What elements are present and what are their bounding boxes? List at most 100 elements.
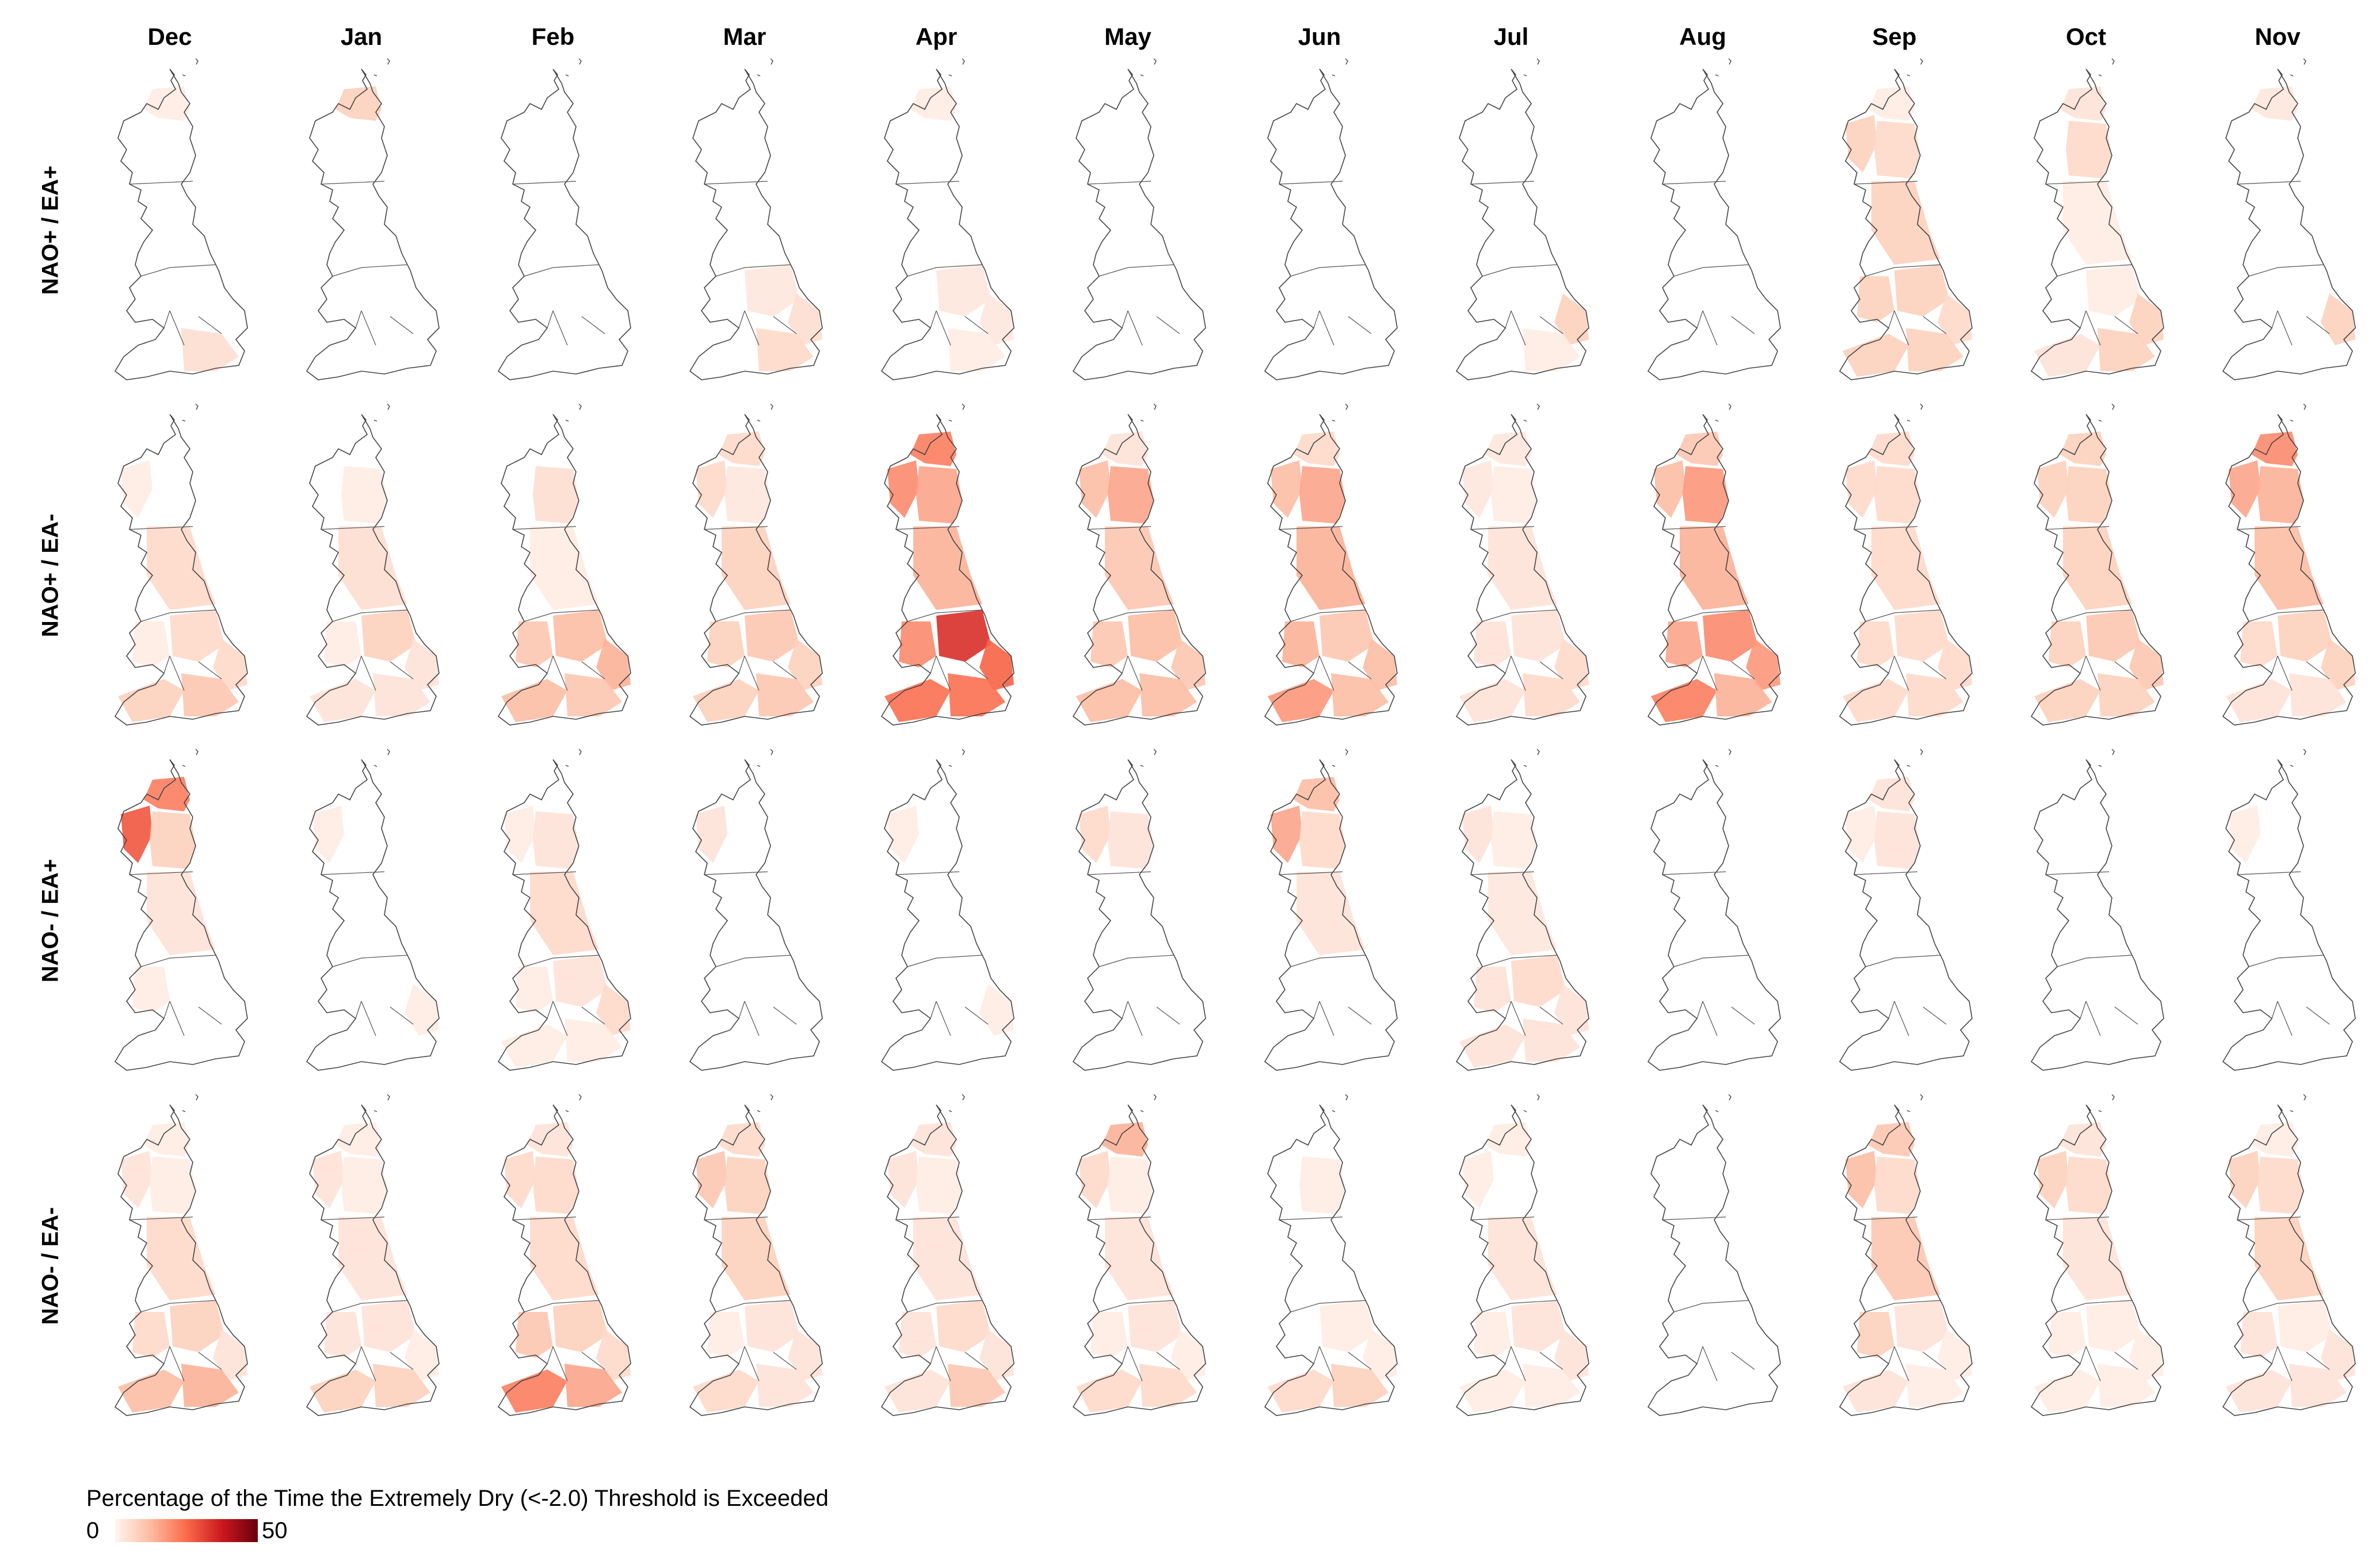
gb-map-feb-row3 — [467, 748, 639, 1093]
region-wales — [132, 1312, 170, 1358]
region-southeast-england — [1523, 673, 1580, 716]
month-header-nov: Nov — [2255, 23, 2301, 50]
region-west-scotland — [312, 806, 344, 863]
region-wales — [899, 621, 936, 667]
region-southwest-england — [1843, 334, 1909, 377]
gb-outline — [497, 68, 631, 380]
gb-map-nov-row3 — [2191, 748, 2364, 1093]
region-east-anglia — [979, 1329, 1014, 1381]
northern-isles — [1906, 58, 1923, 77]
region-southwest-england — [884, 679, 951, 722]
row-label-4: NAO- / EA- — [37, 1207, 63, 1325]
region-north-england — [1105, 1217, 1174, 1300]
region-north-england — [913, 1217, 982, 1300]
gb-map-nov-row2 — [2191, 403, 2364, 748]
gb-map-aug-row4 — [1616, 1093, 1789, 1439]
northern-isles — [1715, 403, 1732, 422]
region-southwest-england — [2226, 1369, 2292, 1413]
region-midlands — [745, 610, 799, 662]
northern-isles — [373, 58, 390, 77]
gb-outline — [880, 759, 1015, 1071]
region-east-scotland — [533, 466, 579, 524]
region-west-scotland — [887, 806, 919, 863]
region-borders — [2045, 181, 2138, 346]
region-east-anglia — [788, 639, 822, 690]
gb-outline — [1264, 414, 1398, 726]
region-southwest-england — [2226, 679, 2292, 722]
gb-map-sep-row3 — [1808, 748, 1981, 1093]
region-borders — [321, 871, 414, 1036]
region-southwest-england — [118, 679, 184, 722]
gb-map-mar-row3 — [658, 748, 831, 1093]
region-wales — [707, 621, 745, 667]
gb-map-mar-row4 — [658, 1093, 831, 1439]
gb-map-oct-row3 — [2000, 748, 2172, 1093]
northern-isles — [1523, 58, 1540, 77]
region-borders — [895, 181, 989, 346]
row-label-2: NAO+ / EA- — [37, 513, 63, 638]
region-borders — [1279, 181, 1372, 346]
region-southeast-england — [1331, 1364, 1389, 1407]
region-north-scotland — [1677, 432, 1723, 466]
region-north-scotland — [1102, 1122, 1148, 1157]
region-west-scotland — [2037, 1151, 2069, 1208]
gb-outline — [497, 1104, 631, 1416]
region-midlands — [745, 1300, 799, 1352]
region-west-scotland — [1845, 1151, 1877, 1208]
region-midlands — [361, 1300, 416, 1352]
region-north-scotland — [1868, 1122, 1915, 1157]
region-north-scotland — [144, 86, 190, 121]
northern-isles — [2098, 1094, 2115, 1112]
gb-outline — [2222, 68, 2356, 380]
gb-map-sep-row4 — [1808, 1093, 1981, 1439]
region-southeast-england — [1523, 1018, 1580, 1062]
region-east-scotland — [2066, 121, 2112, 178]
region-east-scotland — [916, 1157, 962, 1214]
region-southeast-england — [565, 1018, 622, 1062]
region-midlands — [1511, 1300, 1566, 1352]
region-midlands — [1128, 1300, 1183, 1352]
region-east-anglia — [405, 639, 439, 690]
region-borders — [1662, 526, 1755, 691]
region-north-england — [2255, 527, 2324, 610]
region-southwest-england — [118, 1369, 184, 1413]
region-southeast-england — [1139, 673, 1197, 716]
region-east-scotland — [1683, 466, 1729, 524]
northern-isles — [1140, 403, 1157, 422]
northern-isles — [1140, 749, 1157, 767]
region-east-scotland — [533, 1157, 579, 1214]
region-east-anglia — [1938, 639, 1972, 690]
gb-map-dec-row2 — [83, 403, 256, 748]
region-west-scotland — [1079, 806, 1111, 863]
region-borders — [1854, 526, 1947, 691]
region-east-anglia — [788, 1329, 822, 1381]
gb-map-mar-row2 — [658, 403, 831, 748]
region-southwest-england — [310, 1369, 376, 1413]
gb-outline — [1839, 68, 1973, 380]
region-southeast-england — [756, 328, 814, 371]
region-midlands — [936, 1300, 991, 1352]
region-east-anglia — [1554, 639, 1589, 690]
region-wales — [899, 1312, 936, 1358]
northern-isles — [2290, 1094, 2306, 1112]
region-borders — [1854, 1216, 1947, 1382]
region-north-england — [1296, 527, 1366, 610]
region-midlands — [936, 265, 991, 316]
region-southeast-england — [948, 673, 1005, 716]
northern-isles — [757, 403, 773, 422]
region-borders — [1279, 1216, 1372, 1382]
gb-map-apr-row1 — [850, 58, 1023, 403]
northern-isles — [1523, 1094, 1540, 1112]
region-north-england — [147, 872, 216, 955]
northern-isles — [1332, 749, 1348, 767]
region-borders — [1279, 871, 1372, 1036]
region-west-scotland — [1654, 460, 1685, 518]
region-southwest-england — [884, 1369, 951, 1413]
month-header-jan: Jan — [340, 23, 383, 50]
northern-isles — [182, 58, 199, 77]
region-north-england — [1296, 872, 1366, 955]
region-southeast-england — [565, 673, 622, 716]
region-wales — [324, 621, 361, 667]
gb-map-jul-row3 — [1425, 748, 1597, 1093]
region-east-anglia — [1554, 293, 1589, 345]
